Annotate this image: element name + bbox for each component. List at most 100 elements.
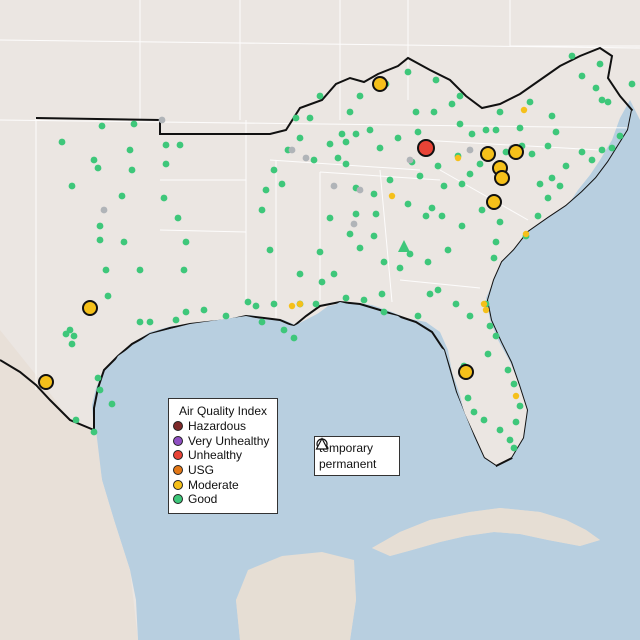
- good-monitor[interactable]: [270, 166, 278, 174]
- moderate-temporary-monitor[interactable]: [38, 374, 54, 390]
- good-monitor[interactable]: [326, 214, 334, 222]
- good-monitor[interactable]: [90, 428, 98, 436]
- moderate-monitor[interactable]: [512, 392, 520, 400]
- good-monitor[interactable]: [396, 264, 404, 272]
- good-monitor[interactable]: [160, 194, 168, 202]
- good-monitor[interactable]: [352, 130, 360, 138]
- good-monitor[interactable]: [146, 318, 154, 326]
- good-monitor[interactable]: [414, 128, 422, 136]
- good-monitor[interactable]: [510, 444, 518, 452]
- good-monitor[interactable]: [380, 258, 388, 266]
- good-monitor[interactable]: [108, 400, 116, 408]
- good-monitor[interactable]: [306, 114, 314, 122]
- good-monitor[interactable]: [510, 380, 518, 388]
- good-monitor[interactable]: [468, 130, 476, 138]
- good-monitor[interactable]: [262, 186, 270, 194]
- no-data-monitor[interactable]: [466, 146, 474, 154]
- good-monitor[interactable]: [296, 270, 304, 278]
- good-monitor[interactable]: [68, 182, 76, 190]
- good-monitor[interactable]: [492, 332, 500, 340]
- good-monitor[interactable]: [616, 132, 624, 140]
- good-monitor[interactable]: [162, 141, 170, 149]
- good-monitor[interactable]: [296, 134, 304, 142]
- good-monitor[interactable]: [72, 416, 80, 424]
- good-monitor[interactable]: [502, 148, 510, 156]
- good-monitor[interactable]: [528, 150, 536, 158]
- good-monitor[interactable]: [432, 76, 440, 84]
- good-monitor[interactable]: [516, 402, 524, 410]
- good-monitor[interactable]: [628, 80, 636, 88]
- good-monitor[interactable]: [458, 180, 466, 188]
- good-monitor[interactable]: [482, 126, 490, 134]
- good-monitor[interactable]: [316, 92, 324, 100]
- good-monitor[interactable]: [496, 218, 504, 226]
- good-monitor[interactable]: [464, 394, 472, 402]
- good-monitor[interactable]: [372, 210, 380, 218]
- good-monitor[interactable]: [466, 170, 474, 178]
- moderate-monitor[interactable]: [296, 300, 304, 308]
- good-monitor[interactable]: [98, 122, 106, 130]
- good-monitor[interactable]: [424, 258, 432, 266]
- moderate-temporary-monitor[interactable]: [458, 364, 474, 380]
- good-monitor[interactable]: [290, 334, 298, 342]
- good-monitor[interactable]: [370, 190, 378, 198]
- good-monitor[interactable]: [104, 292, 112, 300]
- good-monitor[interactable]: [478, 206, 486, 214]
- good-monitor[interactable]: [342, 160, 350, 168]
- good-monitor[interactable]: [376, 144, 384, 152]
- good-monitor[interactable]: [466, 312, 474, 320]
- good-monitor[interactable]: [414, 312, 422, 320]
- good-monitor[interactable]: [120, 238, 128, 246]
- good-monitor[interactable]: [604, 98, 612, 106]
- good-monitor[interactable]: [548, 112, 556, 120]
- good-monitor[interactable]: [90, 156, 98, 164]
- good-monitor[interactable]: [68, 340, 76, 348]
- good-monitor[interactable]: [96, 222, 104, 230]
- good-monitor[interactable]: [428, 204, 436, 212]
- moderate-monitor[interactable]: [454, 154, 462, 162]
- good-monitor[interactable]: [334, 154, 342, 162]
- good-monitor[interactable]: [366, 126, 374, 134]
- good-monitor[interactable]: [412, 108, 420, 116]
- good-monitor[interactable]: [62, 330, 70, 338]
- good-monitor[interactable]: [316, 248, 324, 256]
- good-monitor[interactable]: [326, 140, 334, 148]
- good-monitor[interactable]: [492, 126, 500, 134]
- good-monitor[interactable]: [448, 100, 456, 108]
- good-monitor[interactable]: [346, 108, 354, 116]
- good-monitor[interactable]: [452, 300, 460, 308]
- good-monitor[interactable]: [128, 166, 136, 174]
- good-monitor[interactable]: [406, 250, 414, 258]
- good-monitor[interactable]: [278, 180, 286, 188]
- good-monitor[interactable]: [96, 236, 104, 244]
- good-monitor[interactable]: [480, 416, 488, 424]
- good-monitor[interactable]: [456, 92, 464, 100]
- good-monitor[interactable]: [342, 138, 350, 146]
- moderate-monitor[interactable]: [480, 300, 488, 308]
- good-monitor[interactable]: [578, 72, 586, 80]
- no-data-monitor[interactable]: [158, 116, 166, 124]
- good-monitor[interactable]: [534, 212, 542, 220]
- good-monitor[interactable]: [386, 176, 394, 184]
- good-monitor[interactable]: [58, 138, 66, 146]
- good-monitor[interactable]: [330, 270, 338, 278]
- good-monitor[interactable]: [404, 200, 412, 208]
- good-monitor[interactable]: [370, 232, 378, 240]
- good-monitor[interactable]: [552, 128, 560, 136]
- good-monitor[interactable]: [456, 120, 464, 128]
- good-monitor[interactable]: [434, 162, 442, 170]
- good-monitor[interactable]: [504, 366, 512, 374]
- good-monitor[interactable]: [548, 174, 556, 182]
- good-monitor[interactable]: [360, 296, 368, 304]
- good-monitor[interactable]: [444, 246, 452, 254]
- good-monitor[interactable]: [592, 84, 600, 92]
- good-monitor[interactable]: [270, 300, 278, 308]
- good-monitor[interactable]: [588, 156, 596, 164]
- good-monitor[interactable]: [96, 386, 104, 394]
- good-monitor[interactable]: [180, 266, 188, 274]
- moderate-temporary-monitor[interactable]: [82, 300, 98, 316]
- good-monitor[interactable]: [102, 266, 110, 274]
- good-monitor[interactable]: [338, 130, 346, 138]
- good-monitor[interactable]: [484, 350, 492, 358]
- good-monitor[interactable]: [136, 318, 144, 326]
